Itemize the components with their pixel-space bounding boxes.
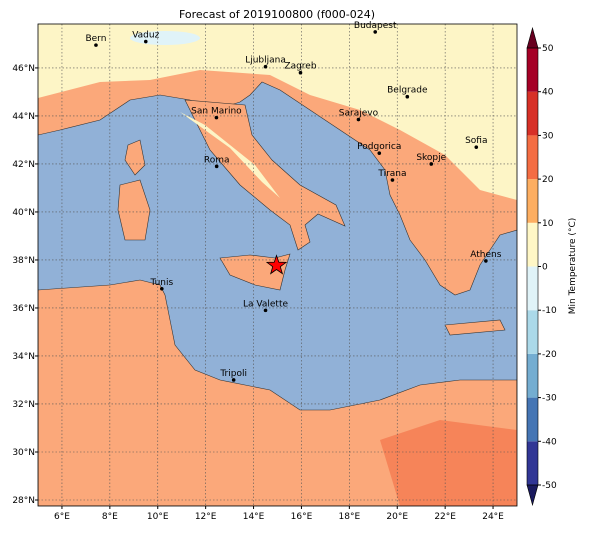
city-dot (298, 70, 303, 75)
city-label: Tripoli (219, 369, 247, 379)
city-label: Bern (85, 34, 106, 44)
city-label: Belgrade (387, 86, 428, 96)
land-corsica (124, 139, 146, 176)
lat-tick-label: 28°N (12, 496, 35, 506)
colorbar-band (527, 48, 538, 92)
lon-tick-label: 16°E (291, 512, 313, 522)
lat-tick-label: 34°N (12, 352, 35, 362)
colorbar-tick-label: 30 (542, 131, 554, 141)
lon-tick-label: 24°E (482, 512, 504, 522)
city-label: Sofia (465, 136, 487, 146)
city-label: Sarajevo (339, 109, 379, 119)
colorbar-label: Min Temperature (°C) (568, 218, 578, 315)
city-label: Budapest (354, 21, 397, 31)
lat-tick-label: 32°N (12, 400, 35, 410)
city-dot (143, 39, 148, 44)
lat-tick-label: 44°N (12, 112, 35, 122)
colorbar-band (527, 441, 538, 485)
colorbar-extend-low (526, 484, 539, 507)
lon-tick-label: 12°E (195, 512, 217, 522)
lon-tick-label: 6°E (54, 512, 70, 522)
star-marker (265, 254, 288, 275)
lon-tick-label: 20°E (386, 512, 408, 522)
colorbar-band (527, 179, 538, 223)
colorbar-tick-label: -20 (542, 350, 557, 360)
colorbar-extend-high (526, 26, 539, 49)
title: Forecast of 2019100800 (f000-024) (179, 8, 375, 21)
city-label: La Valette (243, 299, 288, 309)
city-dot (405, 94, 410, 99)
lat-tick-label: 42°N (12, 160, 35, 170)
lat-tick-label: 46°N (12, 64, 35, 74)
city-label: Roma (204, 155, 230, 165)
city-dot (373, 30, 378, 34)
colorbar-band (527, 353, 538, 398)
city-dot (94, 43, 98, 47)
land-italy (184, 99, 346, 251)
map-frame (37, 23, 518, 507)
city-label: Skopje (416, 153, 446, 163)
lon-tick-label: 10°E (147, 512, 169, 522)
city-dot (429, 162, 434, 166)
city-label: Athens (470, 250, 501, 260)
colorbar-tick-label: -40 (542, 437, 557, 447)
colorbar-band (527, 222, 538, 267)
colorbar-tick-label: 40 (542, 88, 554, 98)
city-label: Tirana (377, 169, 406, 179)
colorbar-band (527, 310, 538, 354)
colorbar-tick-label: 50 (542, 44, 554, 54)
colorbar-tick-label: -10 (542, 306, 557, 316)
land-crete (444, 319, 506, 336)
city-dot (214, 164, 219, 169)
city-dot (231, 378, 236, 382)
city-dot (160, 286, 164, 291)
lon-tick-label: 14°E (243, 512, 265, 522)
lat-tick-label: 40°N (12, 208, 35, 218)
colorbar-tick-label: 10 (542, 219, 554, 229)
city-label: Vaduz (132, 31, 159, 41)
lat-tick-label: 36°N (12, 304, 35, 314)
city-dot (377, 151, 382, 155)
city-label: San Marino (191, 107, 242, 117)
city-dot (356, 117, 361, 122)
colorbar-tick-label: 0 (542, 263, 548, 273)
city-dot (390, 178, 395, 182)
lon-tick-label: 22°E (434, 512, 456, 522)
lat-tick-label: 38°N (12, 256, 35, 266)
colorbar-tick-label: -50 (542, 481, 557, 491)
city-label: Tunis (149, 278, 173, 288)
city-label: Podgorica (357, 142, 401, 152)
land-sardinia (117, 179, 151, 241)
land-warm (380, 420, 517, 506)
colorbar-tick-label: -30 (542, 394, 557, 404)
city-label: Ljubljana (245, 56, 286, 66)
city-dot (484, 259, 488, 263)
lat-tick-label: 30°N (12, 448, 35, 458)
colorbar-band (527, 397, 538, 442)
city-dot (474, 145, 479, 149)
city-dot (263, 308, 268, 313)
city-label: Zagreb (284, 62, 316, 72)
colorbar-band (527, 266, 538, 311)
lon-tick-label: 8°E (102, 512, 118, 522)
lon-tick-label: 18°E (339, 512, 361, 522)
colorbar-band (527, 135, 538, 180)
city-dot (214, 115, 219, 120)
city-dot (263, 64, 268, 69)
colorbar-tick-label: 20 (542, 175, 554, 185)
colorbar-band (527, 91, 538, 136)
